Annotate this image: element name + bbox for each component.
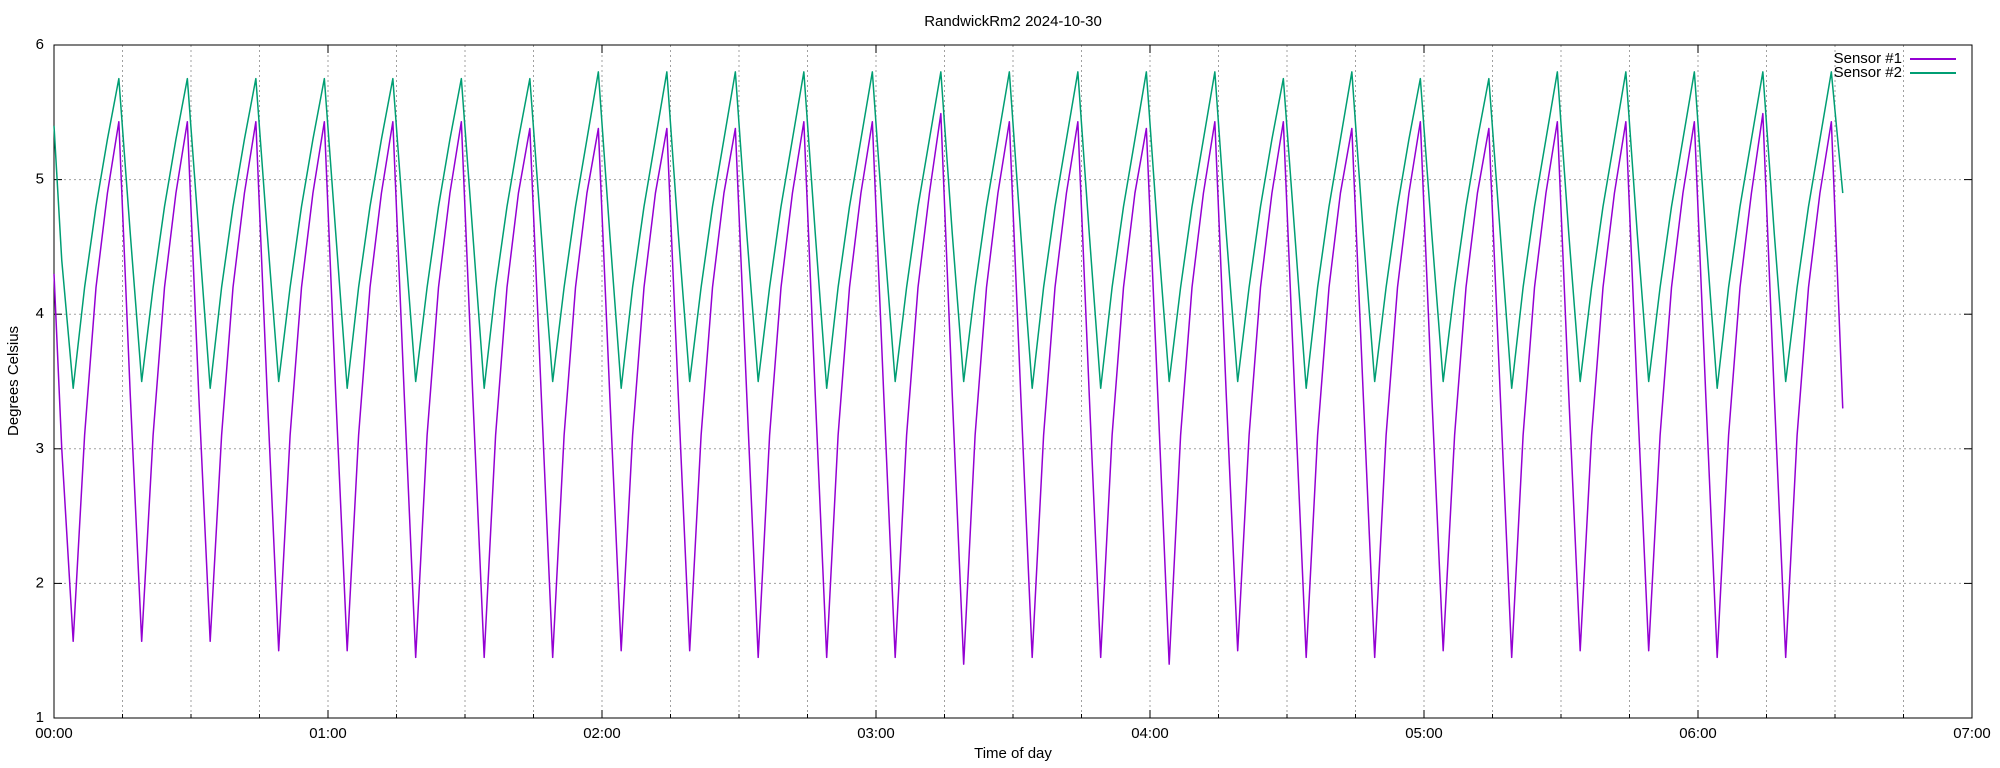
- x-tick-label: 01:00: [309, 725, 347, 742]
- plot-border: [53, 44, 1973, 719]
- x-tick-label: 04:00: [1131, 725, 1169, 742]
- data-line: [53, 112, 1844, 665]
- legend-label: Sensor #1: [1834, 50, 1902, 67]
- y-tick-label: 2: [36, 574, 44, 591]
- x-tick-label: 06:00: [1679, 725, 1717, 742]
- x-tick-label: 00:00: [35, 725, 73, 742]
- y-tick-label: 4: [36, 305, 44, 322]
- x-axis-label: Time of day: [974, 745, 1052, 762]
- x-tick-label: 02:00: [583, 725, 621, 742]
- x-tick-label: 07:00: [1953, 725, 1991, 742]
- y-axis-label: Degrees Celsius: [5, 326, 22, 436]
- x-tick-label: 05:00: [1405, 725, 1443, 742]
- y-tick-label: 1: [36, 709, 44, 726]
- legend-label: Sensor #2: [1834, 64, 1902, 81]
- chart-title: RandwickRm2 2024-10-30: [924, 13, 1102, 30]
- y-tick-label: 3: [36, 440, 44, 457]
- y-tick-label: 5: [36, 171, 44, 188]
- y-tick-label: 6: [36, 36, 44, 53]
- x-tick-label: 03:00: [857, 725, 895, 742]
- data-line: [53, 71, 1844, 389]
